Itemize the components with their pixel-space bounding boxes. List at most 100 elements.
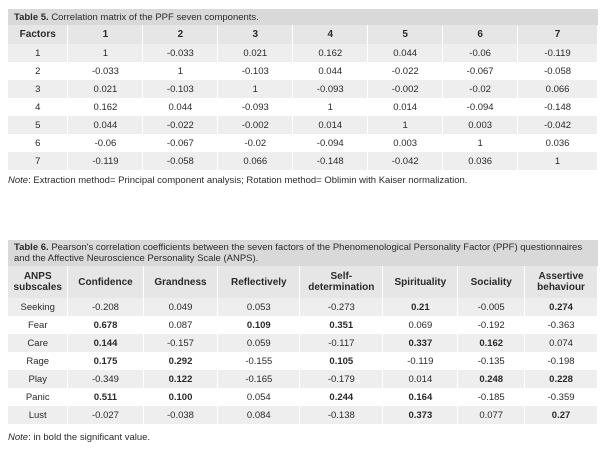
table-cell: 0.049 — [143, 298, 219, 316]
table-6-header-cell: Confidence — [67, 266, 144, 298]
table-6-caption: Table 6. Pearson's correlation coefficie… — [8, 240, 598, 266]
table-cell: -0.138 — [299, 406, 384, 424]
table-cell: -0.148 — [292, 152, 369, 170]
table-cell: 1 — [67, 44, 144, 62]
table-cell: 0.044 — [292, 62, 369, 80]
table-cell: 0.162 — [457, 334, 526, 352]
table-cell: Play — [8, 370, 69, 388]
table-cell: 0.014 — [292, 116, 369, 134]
table-cell: Panic — [8, 388, 69, 406]
table-cell: 0.164 — [382, 388, 459, 406]
table-cell: 0.003 — [367, 134, 444, 152]
table-5-note: Note: Extraction method= Principal compo… — [8, 175, 467, 186]
table-cell: -0.067 — [142, 134, 219, 152]
table-cell: -0.208 — [67, 298, 144, 316]
table-cell: Care — [8, 334, 69, 352]
table-cell: 0.248 — [457, 370, 526, 388]
table-row: 3 0.021 -0.103 1 -0.093 -0.002 -0.02 0.066 — [8, 80, 598, 98]
table-cell: -0.363 — [524, 316, 598, 334]
table-cell: Rage — [8, 352, 69, 370]
table-cell: -0.359 — [524, 388, 598, 406]
table-cell: 0.292 — [143, 352, 219, 370]
table-cell: -0.198 — [524, 352, 598, 370]
table-row: 1 1 -0.033 0.021 0.162 0.044 -0.06 -0.119 — [8, 44, 598, 62]
table-cell: 0.105 — [299, 352, 384, 370]
table-cell: 0.044 — [367, 44, 444, 62]
table-row: 6 -0.06 -0.067 -0.02 -0.094 0.003 1 0.036 — [8, 134, 598, 152]
table-cell: 0.014 — [367, 98, 444, 116]
table-6-header-cell: Spirituality — [382, 266, 459, 298]
table-6-header-row: ANPS subscales Confidence Grandness Reflect… — [8, 266, 598, 298]
table-5-header-cell: 7 — [517, 25, 598, 44]
table-cell: 0.044 — [142, 98, 219, 116]
table-cell: -0.058 — [142, 152, 219, 170]
table-row: Play -0.349 0.122 -0.165 -0.179 0.014 0.248 0.2… — [8, 370, 598, 388]
table-6-note-text: : in bold the significant value. — [28, 432, 151, 443]
table-cell: -0.135 — [457, 352, 526, 370]
table-cell: 0.054 — [217, 388, 301, 406]
table-cell: 0.053 — [217, 298, 301, 316]
table-6-body: Seeking -0.208 0.049 0.053 -0.273 0.21 -0.005 0… — [8, 298, 598, 424]
table-cell: -0.042 — [367, 152, 444, 170]
table-cell: -0.119 — [517, 44, 598, 62]
table-cell: -0.06 — [442, 44, 519, 62]
table-cell: 7 — [8, 152, 69, 170]
table-cell: -0.093 — [292, 80, 369, 98]
table-row: 2 -0.033 1 -0.103 0.044 -0.022 -0.067 -0.058 — [8, 62, 598, 80]
table-cell: 0.087 — [143, 316, 219, 334]
table-cell: 0.144 — [67, 334, 144, 352]
table-cell: -0.033 — [67, 62, 144, 80]
table-cell: -0.038 — [143, 406, 219, 424]
table-cell: -0.002 — [367, 80, 444, 98]
table-cell: -0.06 — [67, 134, 144, 152]
table-row: Fear 0.678 0.087 0.109 0.351 0.069 -0.192 -0.36… — [8, 316, 598, 334]
table-row: 4 0.162 0.044 -0.093 1 0.014 -0.094 -0.148 — [8, 98, 598, 116]
table-cell: -0.349 — [67, 370, 144, 388]
table-cell: 0.021 — [217, 44, 294, 62]
table-6-note: Note: in bold the significant value. — [8, 432, 150, 443]
table-cell: 1 — [217, 80, 294, 98]
table-cell: 0.100 — [143, 388, 219, 406]
table-cell: 5 — [8, 116, 69, 134]
table-6-header-cell: ANPS subscales — [8, 266, 69, 298]
table-cell: 0.244 — [299, 388, 384, 406]
table-cell: 2 — [8, 62, 69, 80]
table-cell: -0.117 — [299, 334, 384, 352]
table-cell: -0.005 — [457, 298, 526, 316]
table-6-caption-text: Pearson's correlation coefficients betwe… — [14, 242, 583, 264]
table-cell: -0.119 — [67, 152, 144, 170]
table-cell: 0.044 — [67, 116, 144, 134]
table-cell: -0.185 — [457, 388, 526, 406]
table-5-caption: Table 5. Correlation matrix of the PPF s… — [8, 9, 598, 25]
table-cell: 0.337 — [382, 334, 459, 352]
table-6-header-cell: Sociality — [457, 266, 526, 298]
table-row: Panic 0.511 0.100 0.054 0.244 0.164 -0.185 -0.3… — [8, 388, 598, 406]
table-cell: -0.067 — [442, 62, 519, 80]
table-cell: -0.022 — [142, 116, 219, 134]
table-cell: -0.002 — [217, 116, 294, 134]
table-cell: -0.094 — [292, 134, 369, 152]
table-cell: -0.119 — [382, 352, 459, 370]
table-row: Rage 0.175 0.292 -0.155 0.105 -0.119 -0.135 -0.… — [8, 352, 598, 370]
table-cell: 3 — [8, 80, 69, 98]
table-cell: 0.21 — [382, 298, 459, 316]
table-cell: 0.373 — [382, 406, 459, 424]
table-cell: 1 — [367, 116, 444, 134]
table-5-header-cell: 1 — [67, 25, 144, 44]
table-5: Table 5. Correlation matrix of the PPF s… — [8, 9, 598, 170]
table-cell: 6 — [8, 134, 69, 152]
table-cell: 0.678 — [67, 316, 144, 334]
table-cell: 0.162 — [292, 44, 369, 62]
table-cell: 0.162 — [67, 98, 144, 116]
table-cell: 0.074 — [524, 334, 598, 352]
table-cell: -0.148 — [517, 98, 598, 116]
table-5-header-cell: 3 — [217, 25, 294, 44]
table-6-header-cell: Self-determination — [299, 266, 384, 298]
table-cell: -0.033 — [142, 44, 219, 62]
table-row: 7 -0.119 -0.058 0.066 -0.148 -0.042 0.036 1 — [8, 152, 598, 170]
table-cell: 0.228 — [524, 370, 598, 388]
table-row: Seeking -0.208 0.049 0.053 -0.273 0.21 -0.005 0… — [8, 298, 598, 316]
table-cell: -0.103 — [217, 62, 294, 80]
table-5-note-text: : Extraction method= Principal component… — [28, 175, 468, 186]
table-cell: 0.059 — [217, 334, 301, 352]
